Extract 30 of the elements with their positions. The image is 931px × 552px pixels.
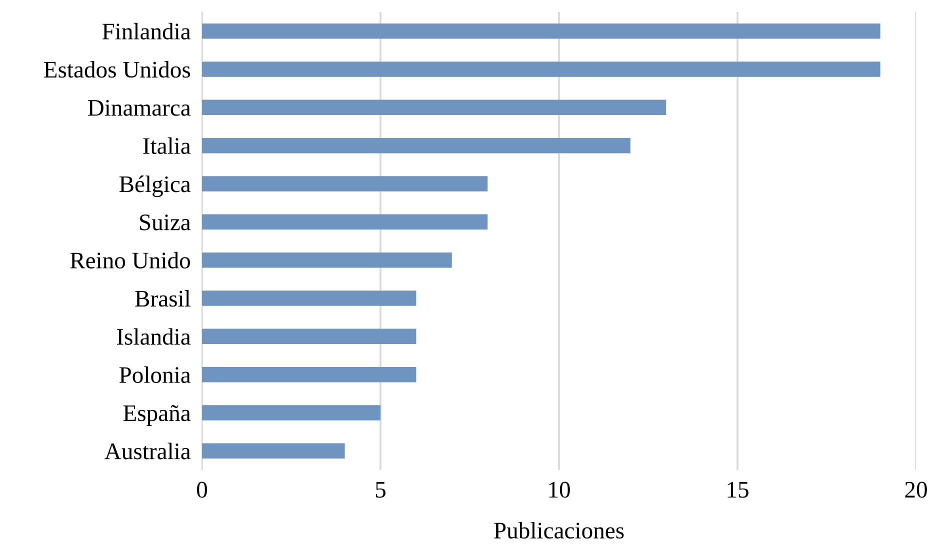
x-tick-label: 0 bbox=[196, 482, 208, 498]
bar bbox=[202, 138, 630, 154]
bar bbox=[202, 328, 416, 344]
bar bbox=[202, 23, 880, 39]
x-tick-label: 5 bbox=[376, 482, 386, 498]
bar bbox=[202, 176, 488, 192]
x-tick-label: 10 bbox=[549, 482, 570, 498]
y-tick-label: Islandia bbox=[116, 328, 191, 345]
y-tick-label: Brasil bbox=[135, 290, 190, 307]
bar bbox=[202, 290, 416, 306]
bar bbox=[202, 214, 488, 230]
x-axis-title: Publicaciones bbox=[494, 522, 624, 539]
y-tick-label: Estados Unidos bbox=[44, 61, 190, 78]
bar bbox=[202, 405, 380, 420]
bar bbox=[202, 443, 345, 459]
bar bbox=[202, 100, 666, 116]
y-tick-label: Suiza bbox=[140, 214, 191, 230]
y-tick-label: España bbox=[123, 405, 191, 426]
bar bbox=[202, 62, 880, 77]
y-tick-label: Finlandia bbox=[102, 22, 191, 40]
y-tick-label: Italia bbox=[143, 137, 191, 154]
x-tick-label: 15 bbox=[728, 482, 748, 498]
bar bbox=[202, 252, 452, 268]
y-tick-label: Reino Unido bbox=[70, 252, 190, 269]
y-tick-label: Australia bbox=[104, 442, 191, 460]
y-tick-label: Polonia bbox=[119, 366, 191, 384]
x-tick-label: 20 bbox=[905, 482, 927, 498]
bar bbox=[202, 366, 416, 382]
y-tick-label: Bélgica bbox=[119, 176, 191, 198]
y-tick-label: Dinamarca bbox=[88, 100, 191, 116]
